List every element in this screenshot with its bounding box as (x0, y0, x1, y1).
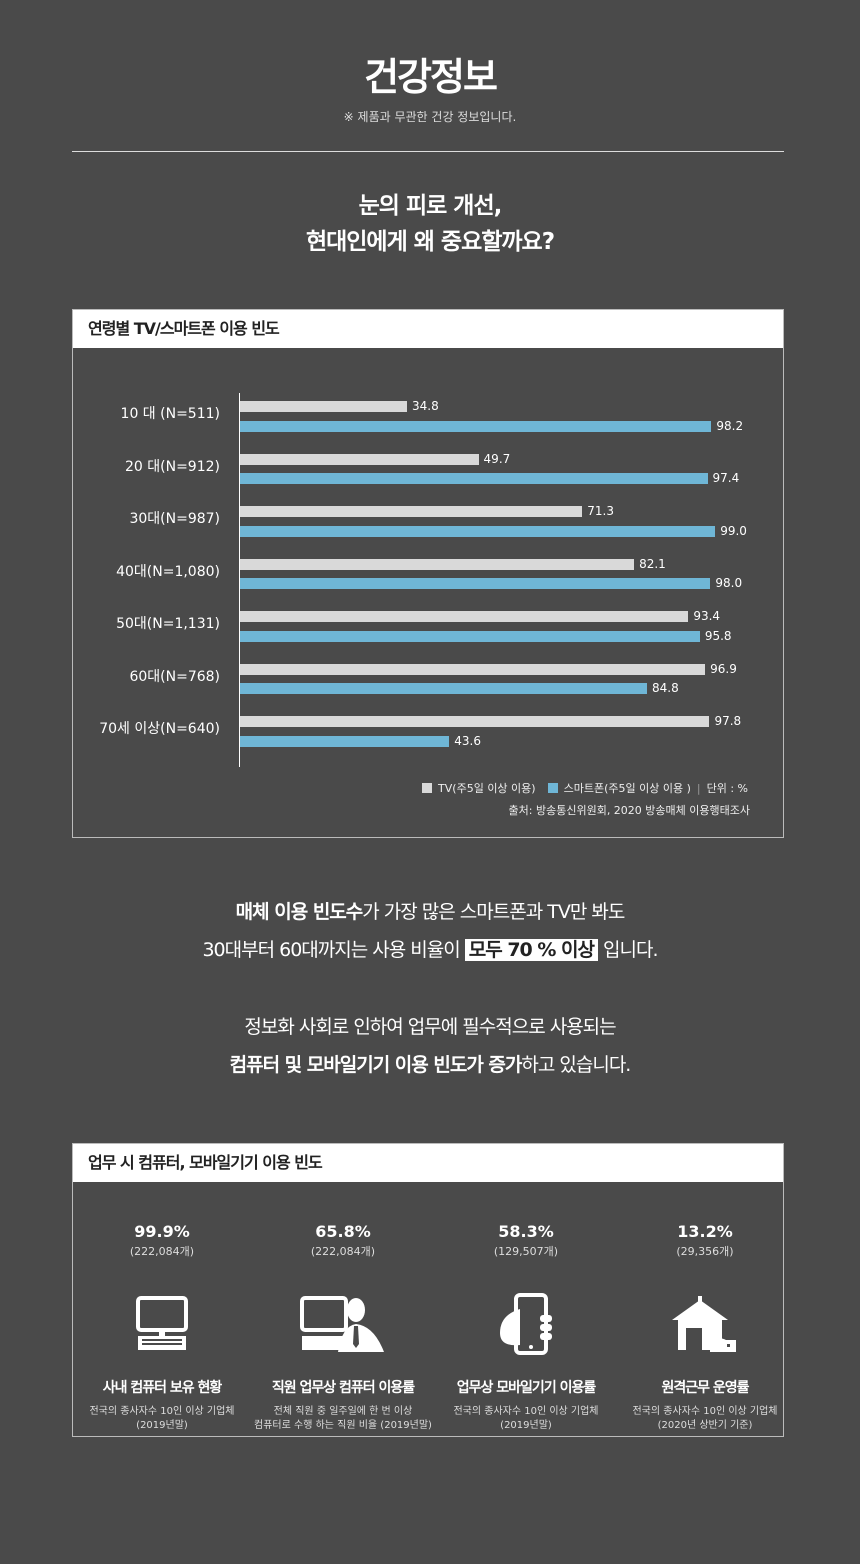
stat-description: 전국의 종사자수 10인 이상 기업체 (2019년말) (89, 1406, 235, 1431)
legend-label-smartphone: 스마트폰(주5일 이상 이용 ) (563, 782, 691, 795)
tv-bar (240, 663, 706, 675)
divider (72, 151, 784, 152)
bar-value-label: 98.2 (716, 418, 744, 433)
page-title: 건강정보 (364, 55, 498, 99)
bar-value-label: 99.0 (720, 523, 747, 538)
para2-bold: 컴퓨터 및 모바일기기 이용 빈도가 증가 (229, 1054, 523, 1076)
stat-percent: 65.8% (315, 1222, 371, 1241)
smartphone-bar (240, 735, 450, 747)
legend-label-tv: TV(주5일 이상 이용) (438, 782, 536, 795)
tv-bar (240, 716, 710, 727)
stat-item: 99.9% (222,084개) 사내 컴퓨터 보유 현황 전국의 종사자수 1… (73, 1222, 251, 1433)
tv-bar (240, 506, 583, 517)
legend-swatch-smartphone (547, 783, 558, 793)
stat-percent: 58.3% (498, 1222, 554, 1241)
bar-value-label: 71.3 (587, 504, 614, 518)
home-office-icon (616, 1289, 794, 1359)
stat-label: 직원 업무상 컴퓨터 이용률 (271, 1380, 415, 1396)
stat-count: (222,084개) (129, 1245, 195, 1258)
paragraph-1: 매체 이용 빈도수가 가장 많은 스마트폰과 TV만 봐도 30대부터 60대까… (0, 893, 860, 969)
paragraph-2: 정보화 사회로 인하여 업무에 필수적으로 사용되는 컴퓨터 및 모바일기기 이… (0, 1008, 860, 1084)
bar-value-label: 97.4 (712, 471, 740, 485)
headline-line-2: 현대인에게 왜 중요할까요? (305, 229, 555, 255)
category-label: 30대(N=987) (129, 511, 220, 527)
smartphone-bar (240, 630, 700, 642)
stat-label: 업무상 모바일기기 이용률 (456, 1380, 596, 1396)
bar-value-label: 97.8 (714, 714, 742, 728)
unit-label: 단위 : % (706, 782, 748, 795)
chart-source: 출처: 방송통신위원회, 2020 방송매체 이용행태조사 (508, 804, 750, 817)
stat-percent: 13.2% (677, 1222, 733, 1241)
bar-value-label: 82.1 (639, 556, 666, 571)
headline-line-1: 눈의 피로 개선, (358, 193, 503, 219)
category-label: 70세 이상(N=640) (99, 721, 220, 737)
para1-highlight: 모두 70 % 이상 (464, 939, 598, 961)
category-label: 50대(N=1,131) (116, 616, 220, 632)
stats-box: 업무 시 컴퓨터, 모바일기기 이용 빈도 (72, 1143, 784, 1437)
category-label: 10 대 (N=511) (120, 406, 220, 422)
para1-bold: 매체 이용 빈도수 (235, 901, 364, 923)
stat-item: 13.2% (29,356개) 원격근무 운영률 전국의 종사자수 10인 이상… (616, 1222, 794, 1433)
bar-value-label: 98.0 (715, 576, 743, 590)
stat-description: 전국의 종사자수 10인 이상 기업체 (2020년 상반기 기준) (632, 1406, 778, 1431)
stats-box-title: 업무 시 컴퓨터, 모바일기기 이용 빈도 (73, 1144, 783, 1182)
worker-computer-icon (254, 1289, 432, 1359)
stat-description: 전체 직원 중 일주일에 한 번 이상 컴퓨터로 수행 하는 직원 비율 (20… (254, 1406, 432, 1431)
headline: 눈의 피로 개선, 현대인에게 왜 중요할까요? (0, 188, 860, 260)
smartphone-bar (240, 578, 711, 589)
bar-value-label: 84.8 (652, 681, 679, 695)
chart-legend: TV(주5일 이상 이용) 스마트폰(주5일 이상 이용 ) | 단위 : % (422, 780, 748, 796)
hand-phone-icon (437, 1289, 615, 1359)
legend-separator: | (696, 781, 701, 795)
para1-text-2: 30대부터 60대까지는 사용 비율이 (202, 939, 465, 961)
stat-count: (222,084개) (310, 1245, 376, 1258)
bar-value-label: 43.6 (454, 733, 481, 748)
stat-count: (129,507개) (493, 1245, 559, 1258)
bar-value-label: 34.8 (412, 399, 439, 413)
bar-value-label: 96.9 (710, 661, 737, 676)
smartphone-bar (240, 420, 712, 432)
smartphone-bar (240, 525, 716, 537)
bar-value-label: 95.8 (704, 628, 732, 643)
disclaimer-note: ※ 제품과 무관한 건강 정보입니다. (343, 110, 517, 124)
chart-box-title: 연령별 TV/스마트폰 이용 빈도 (73, 310, 783, 348)
stat-item: 65.8% (222,084개) 직원 업무상 컴퓨터 이용률 전체 직원 중 … (254, 1222, 432, 1433)
legend-swatch-tv (422, 783, 433, 793)
smartphone-bar (240, 683, 648, 694)
stat-item: 58.3% (129,507개) 업무상 모바일기기 이용률 전국의 종사자수 … (437, 1222, 615, 1433)
category-label: 20 대(N=912) (125, 458, 220, 475)
tv-bar (240, 401, 408, 412)
stat-description: 전국의 종사자수 10인 이상 기업체 (2019년말) (453, 1406, 599, 1431)
chart-axis (239, 393, 240, 767)
smartphone-bar (240, 473, 708, 484)
bar-value-label: 49.7 (483, 451, 511, 466)
bar-value-label: 93.4 (693, 609, 721, 623)
category-label: 40대(N=1,080) (116, 563, 220, 580)
stat-label: 사내 컴퓨터 보유 현황 (102, 1380, 223, 1396)
stat-label: 원격근무 운영률 (661, 1380, 749, 1396)
stat-count: (29,356개) (676, 1245, 734, 1258)
para2-line-1: 정보화 사회로 인하여 업무에 필수적으로 사용되는 (244, 1016, 616, 1038)
chart-box: 연령별 TV/스마트폰 이용 빈도 (72, 309, 784, 838)
tv-bar (240, 453, 479, 465)
para1-text-3: 입니다. (598, 939, 658, 961)
category-label: 60대(N=768) (129, 668, 220, 685)
para1-text: 가 가장 많은 스마트폰과 TV만 봐도 (362, 901, 625, 923)
tv-bar (240, 611, 689, 622)
stat-percent: 99.9% (134, 1222, 190, 1241)
computer-icon (73, 1289, 251, 1359)
tv-bar (240, 558, 635, 570)
para2-text: 하고 있습니다. (521, 1054, 631, 1076)
